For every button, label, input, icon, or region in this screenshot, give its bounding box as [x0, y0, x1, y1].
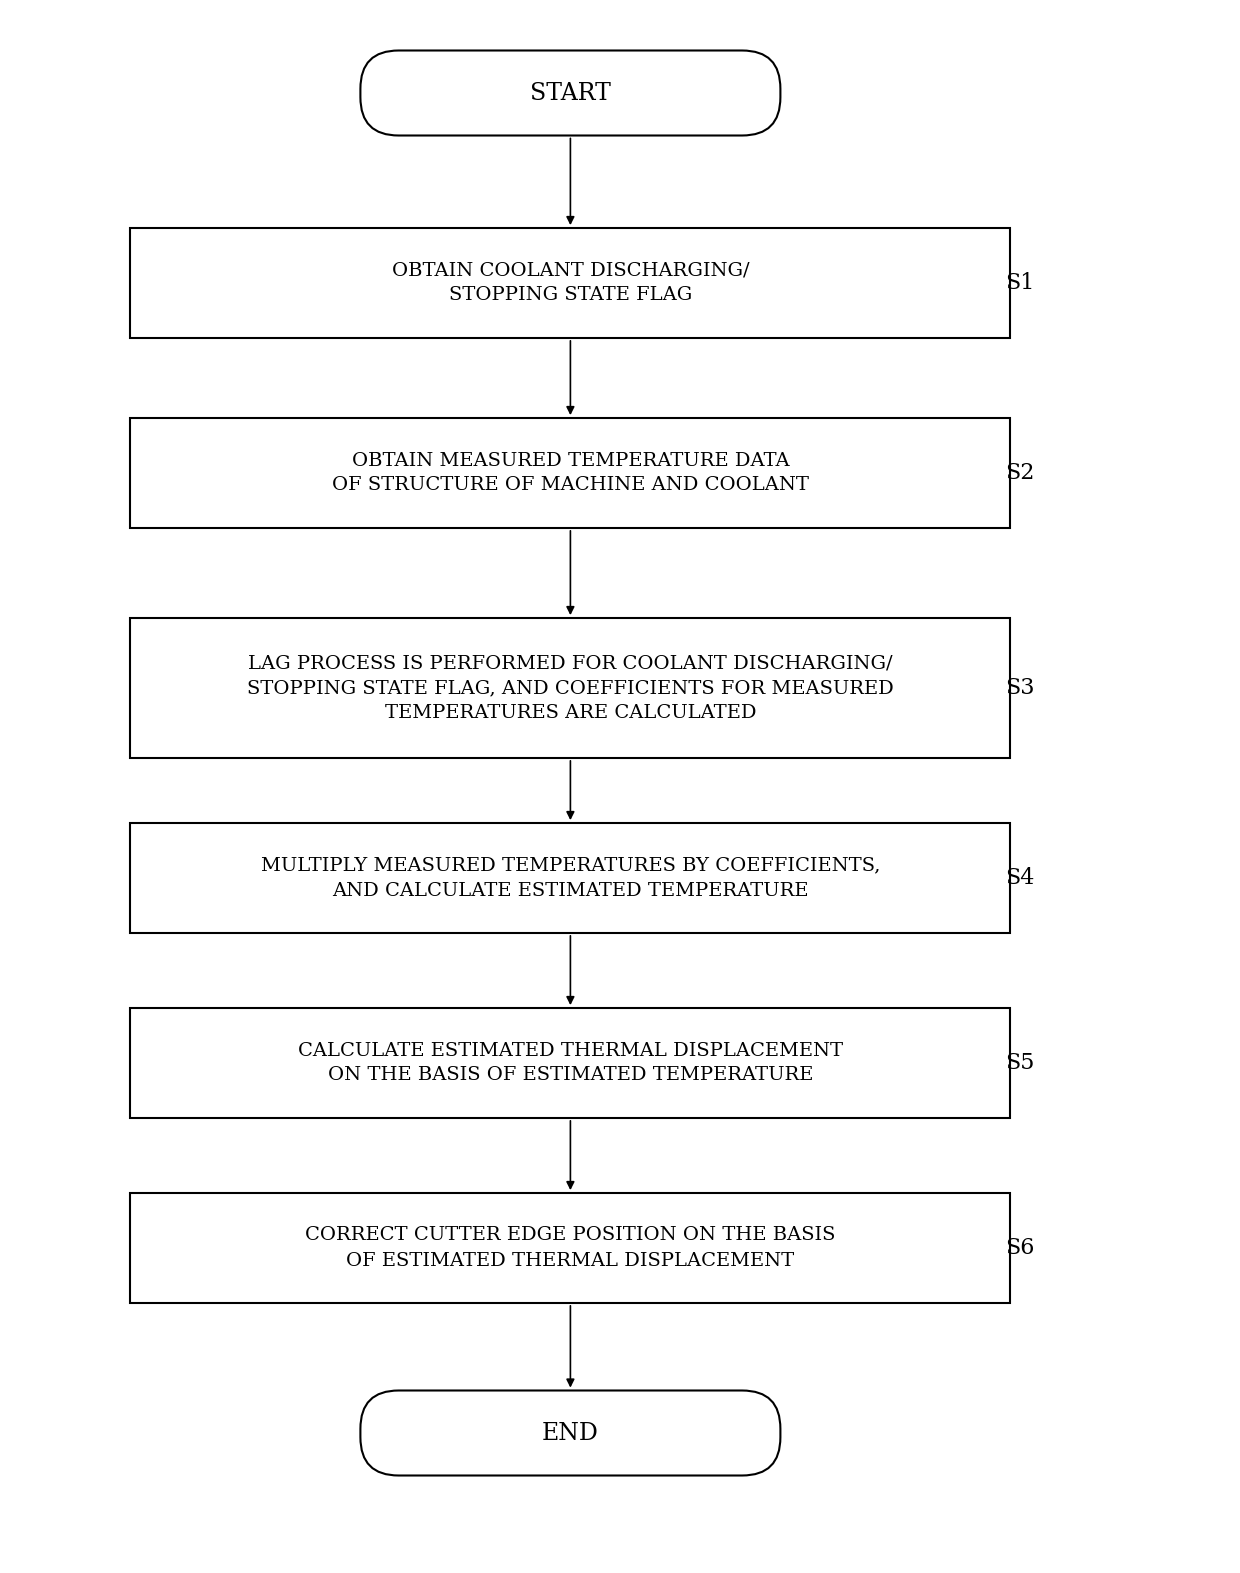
Text: CORRECT CUTTER EDGE POSITION ON THE BASIS
OF ESTIMATED THERMAL DISPLACEMENT: CORRECT CUTTER EDGE POSITION ON THE BASI…: [305, 1227, 836, 1269]
Text: END: END: [542, 1422, 599, 1444]
Text: OBTAIN MEASURED TEMPERATURE DATA
OF STRUCTURE OF MACHINE AND COOLANT: OBTAIN MEASURED TEMPERATURE DATA OF STRU…: [332, 451, 808, 494]
Bar: [130, 1192, 1011, 1302]
Text: S6: S6: [1006, 1236, 1034, 1258]
Bar: [130, 823, 1011, 933]
Text: OBTAIN COOLANT DISCHARGING/
STOPPING STATE FLAG: OBTAIN COOLANT DISCHARGING/ STOPPING STA…: [392, 261, 749, 305]
Text: LAG PROCESS IS PERFORMED FOR COOLANT DISCHARGING/
STOPPING STATE FLAG, AND COEFF: LAG PROCESS IS PERFORMED FOR COOLANT DIS…: [247, 654, 894, 722]
Text: MULTIPLY MEASURED TEMPERATURES BY COEFFICIENTS,
AND CALCULATE ESTIMATED TEMPERAT: MULTIPLY MEASURED TEMPERATURES BY COEFFI…: [260, 857, 880, 900]
Text: S2: S2: [1006, 462, 1034, 484]
Bar: [130, 1008, 1011, 1118]
FancyBboxPatch shape: [361, 50, 780, 135]
Text: S5: S5: [1006, 1052, 1034, 1074]
Text: S4: S4: [1006, 867, 1034, 889]
Bar: [130, 418, 1011, 529]
Bar: [130, 228, 1011, 338]
Text: START: START: [529, 82, 611, 104]
Bar: [130, 618, 1011, 758]
Text: S1: S1: [1006, 272, 1034, 294]
FancyBboxPatch shape: [361, 1391, 780, 1475]
Text: S3: S3: [1006, 676, 1034, 698]
Text: CALCULATE ESTIMATED THERMAL DISPLACEMENT
ON THE BASIS OF ESTIMATED TEMPERATURE: CALCULATE ESTIMATED THERMAL DISPLACEMENT…: [298, 1041, 843, 1084]
